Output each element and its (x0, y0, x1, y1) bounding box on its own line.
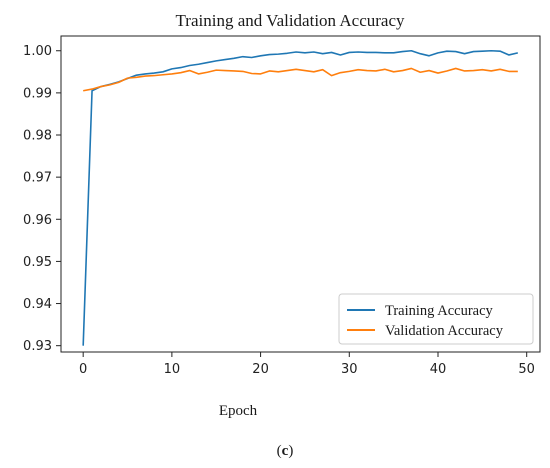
legend-label-validation: Validation Accuracy (385, 323, 504, 339)
y-tick-label: 1.00 (23, 44, 52, 59)
caption-close: ) (288, 443, 293, 459)
x-tick-label: 50 (518, 362, 535, 377)
x-tick-label: 20 (252, 362, 269, 377)
y-tick-label: 0.93 (23, 339, 52, 354)
figure-caption: (c) (277, 443, 294, 459)
y-tick-label: 0.94 (23, 297, 52, 312)
x-tick-label: 30 (341, 362, 358, 377)
y-tick-label: 0.97 (23, 171, 52, 186)
legend-box (338, 293, 534, 345)
x-tick-label: 0 (79, 362, 87, 377)
y-tick-label: 0.98 (23, 129, 52, 144)
series-line-validation (83, 67, 518, 92)
caption-letter: c (282, 443, 289, 459)
legend: Training Accuracy Validation Accuracy (338, 293, 534, 345)
y-tick-label: 0.96 (23, 213, 52, 228)
caption-open: ( (277, 443, 282, 459)
x-tick-label: 40 (430, 362, 447, 377)
x-tick-label: 10 (164, 362, 181, 377)
legend-label-training: Training Accuracy (385, 303, 494, 319)
x-axis-label: Epoch (219, 403, 258, 419)
x-axis: 0 10 20 30 40 50 (79, 352, 535, 377)
y-axis: 0.93 0.94 0.95 0.96 0.97 0.98 0.99 1.00 (23, 44, 61, 354)
y-tick-label: 0.95 (23, 255, 52, 270)
chart-title: Training and Validation Accuracy (176, 11, 405, 30)
series-line-training (82, 49, 519, 346)
series-lines (82, 49, 519, 346)
y-tick-label: 0.99 (23, 86, 52, 101)
